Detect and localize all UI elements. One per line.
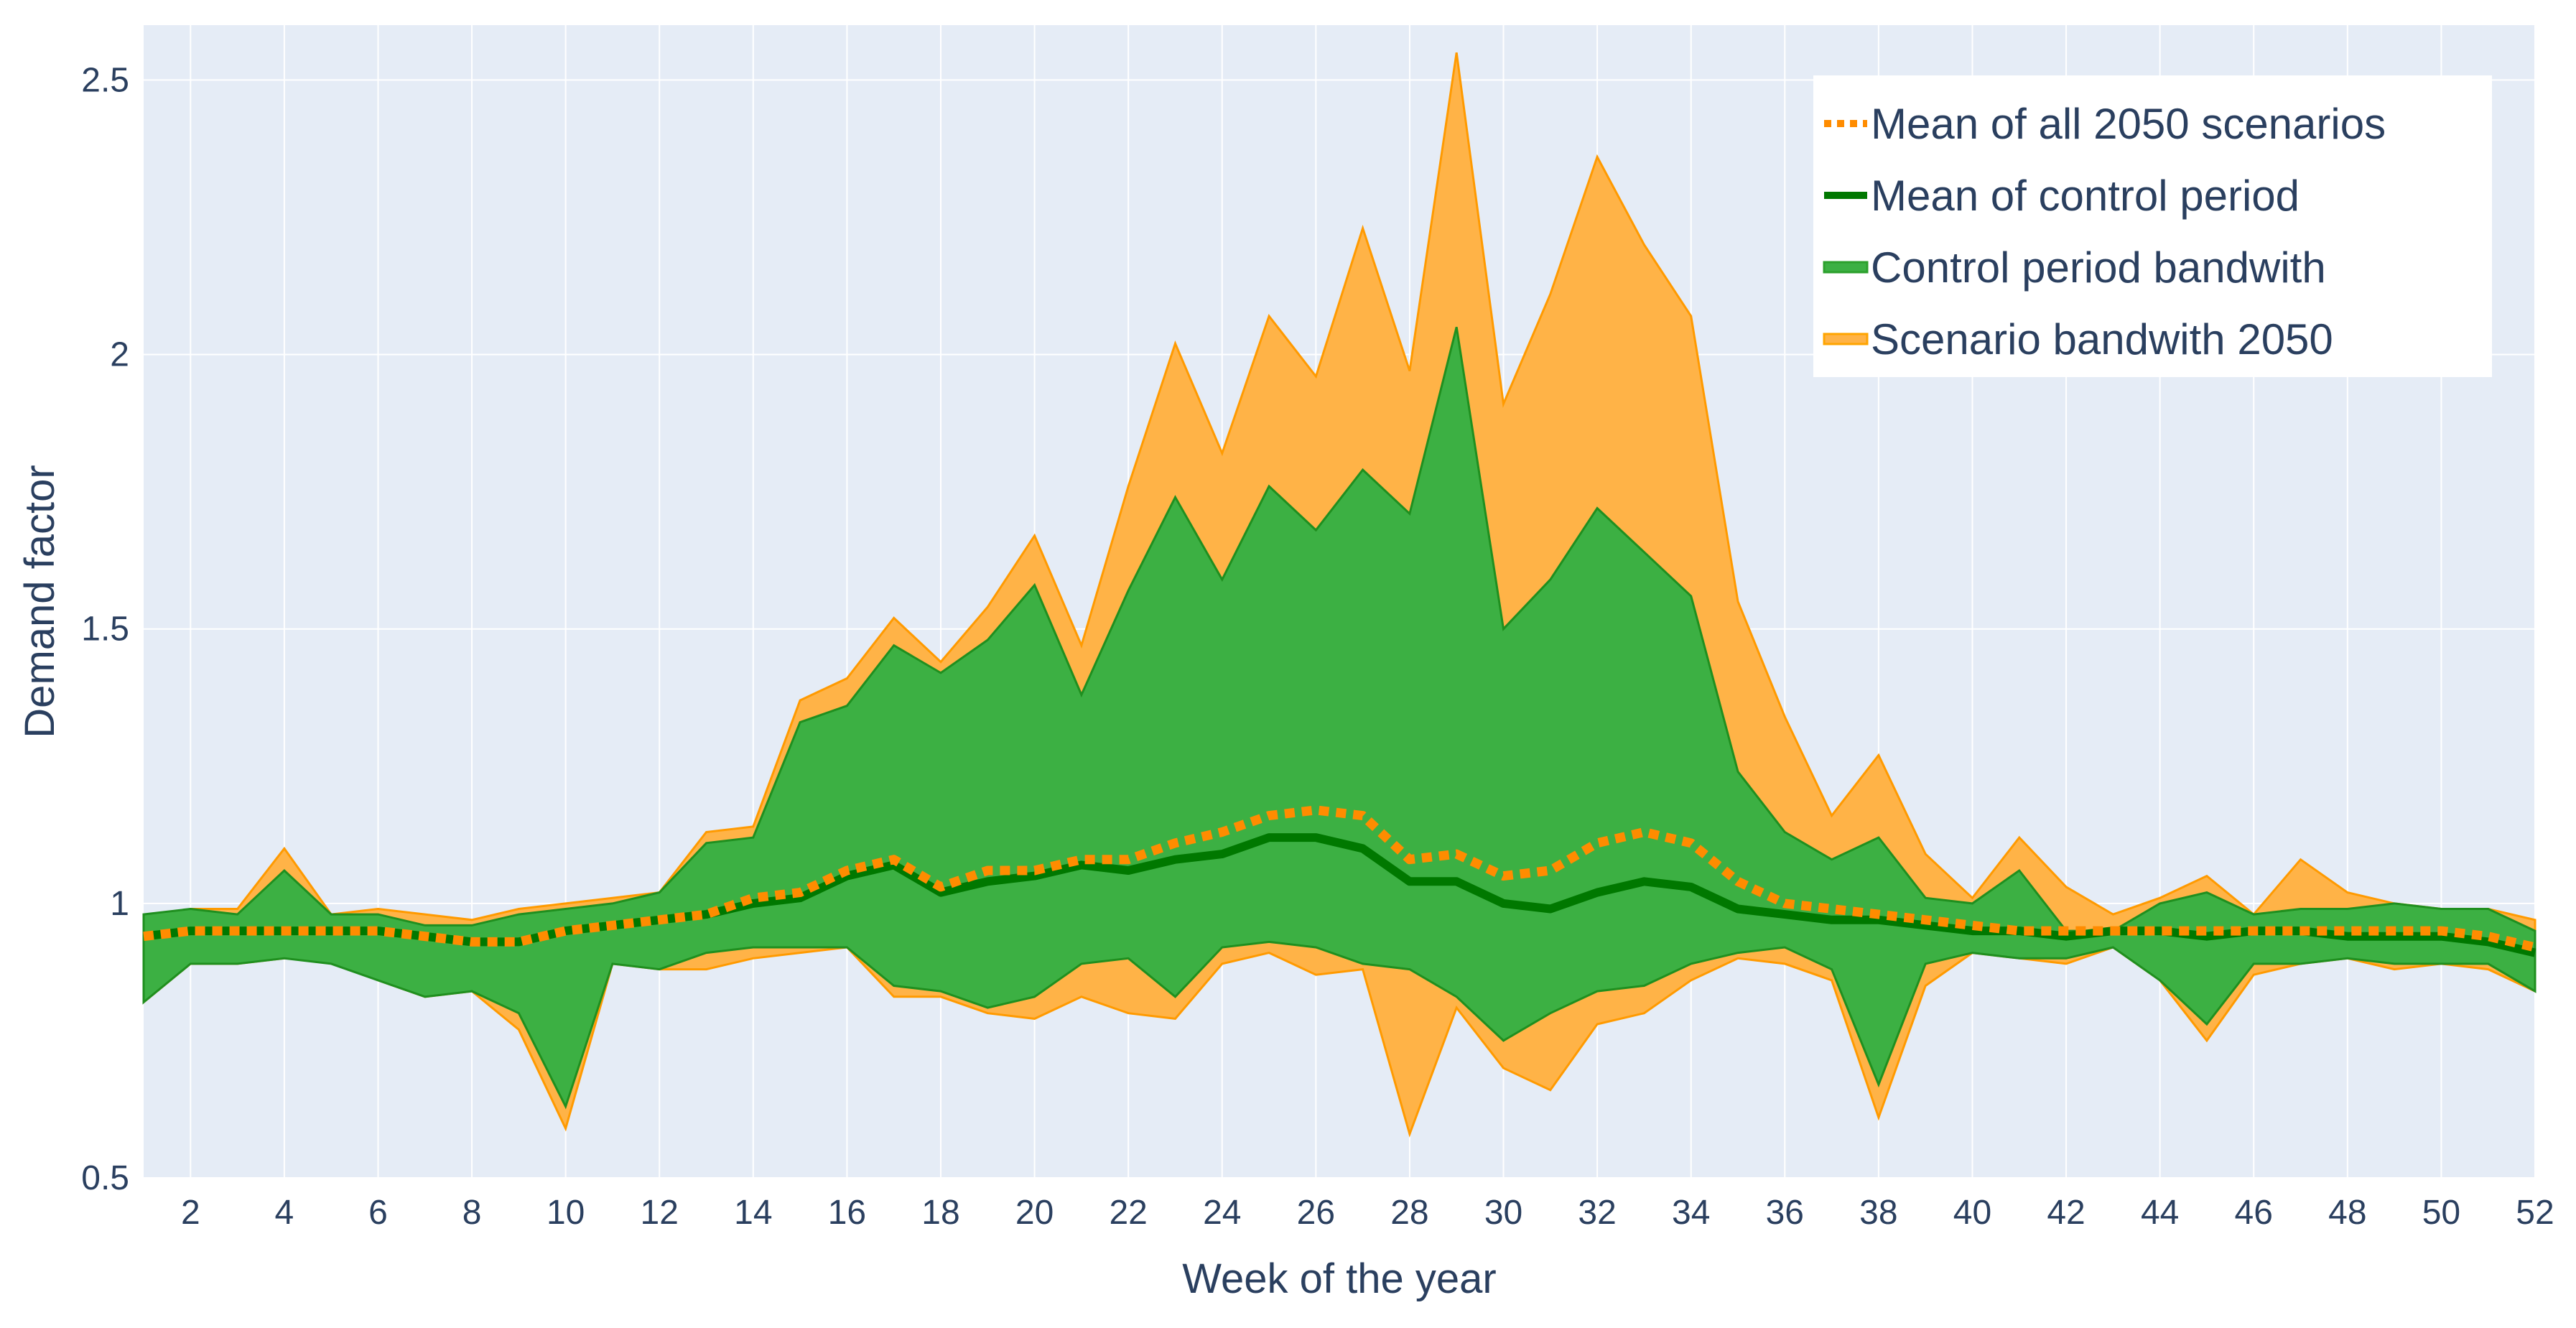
legend-label: Mean of all 2050 scenarios: [1871, 100, 2386, 148]
bands: [142, 52, 2537, 1138]
legend[interactable]: Mean of all 2050 scenarios Mean of contro…: [1813, 75, 2492, 377]
x-tick-label: 8: [462, 1194, 482, 1232]
x-tick-label: 24: [1203, 1194, 1241, 1232]
control-period-bandwith-area: [142, 327, 2537, 1110]
y-axis-title: Demand factor: [17, 465, 63, 738]
legend-item[interactable]: Mean of control period: [1824, 172, 2300, 220]
x-tick-label: 52: [2516, 1194, 2554, 1232]
y-axis-ticks: 0.5 1 1.5 2 2.5: [81, 61, 129, 1197]
x-tick-label: 42: [2047, 1194, 2085, 1232]
x-tick-label: 34: [1672, 1194, 1710, 1232]
x-tick-label: 40: [1953, 1194, 1991, 1232]
mean-lines: [143, 805, 2537, 957]
x-tick-label: 44: [2141, 1194, 2179, 1232]
mean-of-all-2050-scenarios-line: [143, 805, 2537, 952]
y-tick-label: 2.5: [81, 61, 129, 99]
x-tick-label: 46: [2235, 1194, 2273, 1232]
x-tick-label: 6: [368, 1194, 388, 1232]
legend-label: Scenario bandwith 2050: [1871, 315, 2333, 363]
x-tick-label: 38: [1859, 1194, 1897, 1232]
x-tick-label: 32: [1578, 1194, 1616, 1232]
legend-item[interactable]: Control period bandwith: [1823, 243, 2326, 292]
x-tick-label: 10: [547, 1194, 585, 1232]
x-tick-label: 18: [921, 1194, 959, 1232]
legend-item[interactable]: Mean of all 2050 scenarios: [1824, 100, 2386, 148]
y-tick-label: 1.5: [81, 610, 129, 649]
x-tick-label: 22: [1109, 1194, 1147, 1232]
x-tick-label: 30: [1484, 1194, 1522, 1232]
x-tick-label: 28: [1390, 1194, 1428, 1232]
y-tick-label: 2: [110, 336, 129, 374]
y-tick-label: 0.5: [81, 1159, 129, 1197]
x-tick-label: 50: [2422, 1194, 2460, 1232]
x-tick-label: 48: [2328, 1194, 2366, 1232]
x-tick-label: 2: [181, 1194, 200, 1232]
x-tick-label: 14: [734, 1194, 772, 1232]
legend-item[interactable]: Scenario bandwith 2050: [1823, 315, 2333, 363]
x-tick-label: 16: [828, 1194, 866, 1232]
x-tick-label: 36: [1766, 1194, 1804, 1232]
legend-label: Mean of control period: [1871, 172, 2300, 220]
x-tick-label: 20: [1015, 1194, 1054, 1232]
legend-swatch: [1823, 333, 1869, 345]
x-tick-label: 4: [275, 1194, 294, 1232]
y-tick-label: 1: [110, 885, 129, 923]
x-tick-label: 26: [1297, 1194, 1335, 1232]
legend-label: Control period bandwith: [1871, 243, 2326, 292]
x-axis-title: Week of the year: [1182, 1255, 1496, 1302]
legend-swatch: [1823, 261, 1869, 274]
x-axis-ticks: 2 4 6 8 10 12 14 16 18 20 22 24 26 28 30 32 34 36 38 40 42 44…: [181, 1194, 2554, 1232]
x-tick-label: 12: [641, 1194, 679, 1232]
legend-box: [1813, 75, 2492, 377]
